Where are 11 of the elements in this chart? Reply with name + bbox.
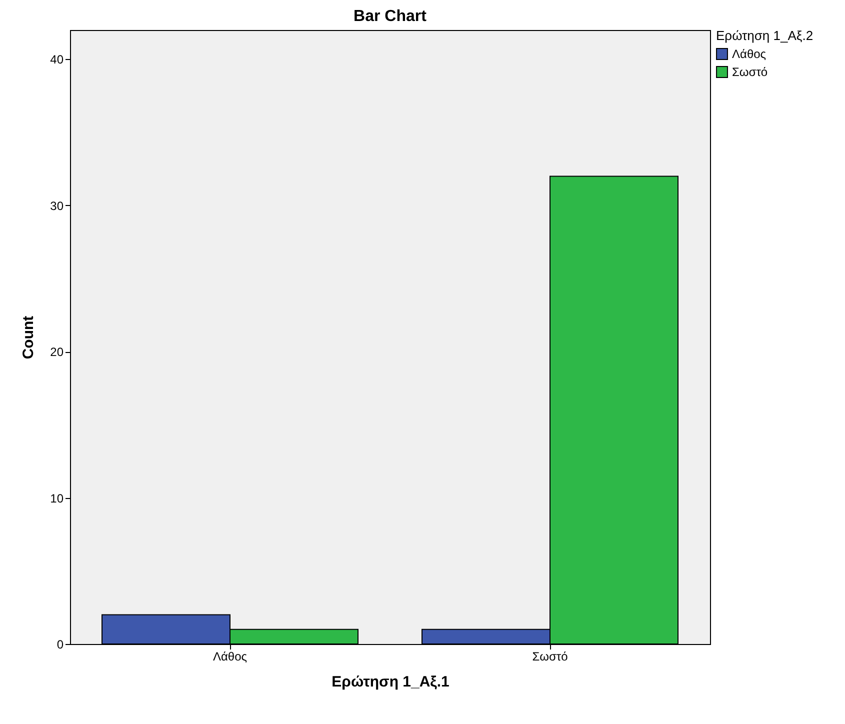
legend-label: Λάθος [732,47,766,61]
y-tick-label: 30 [50,198,64,213]
y-tick-label: 10 [50,491,64,506]
y-tick-label: 0 [56,638,64,652]
legend-label: Σωστό [732,65,768,79]
y-tick-label: 20 [50,345,64,360]
chart-title: Bar Chart [354,8,428,25]
x-axis-title: Ερώτηση 1_Αξ.1 [332,674,450,690]
legend-title: Ερώτηση 1_Αξ.2 [716,28,814,43]
y-tick-label: 40 [50,52,64,67]
y-axis-title: Count [20,316,38,360]
